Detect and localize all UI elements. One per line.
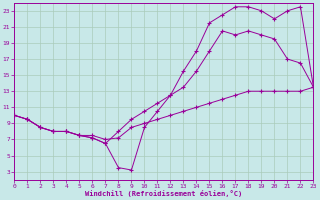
X-axis label: Windchill (Refroidissement éolien,°C): Windchill (Refroidissement éolien,°C) [85,190,243,197]
